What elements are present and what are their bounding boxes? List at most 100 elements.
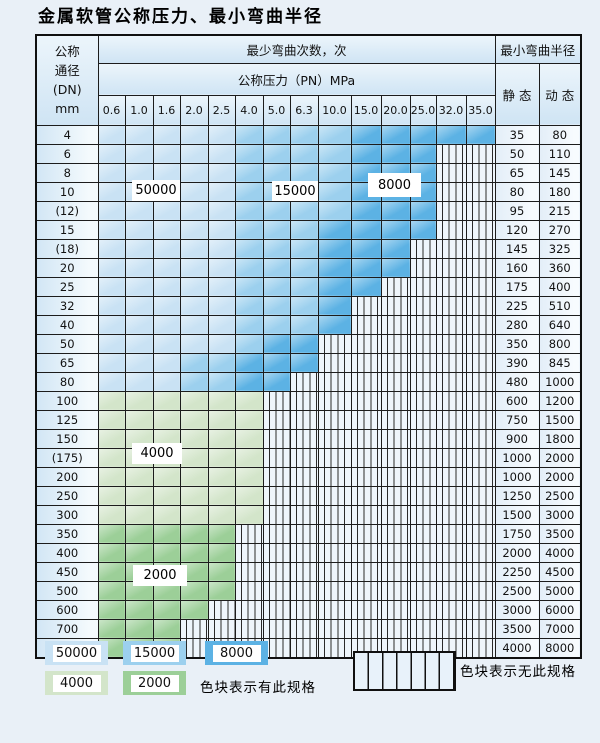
static-radius-cell: 160 bbox=[494, 257, 540, 278]
no-spec-cell bbox=[465, 523, 496, 544]
no-spec-cell bbox=[289, 580, 319, 601]
cycle-cell bbox=[234, 276, 264, 297]
cycle-cell bbox=[380, 200, 411, 221]
cycle-cell bbox=[124, 276, 154, 297]
cycle-cell bbox=[350, 276, 382, 297]
no-spec-cell bbox=[409, 409, 437, 430]
pressure-value-header: 20.0 bbox=[380, 94, 411, 126]
dn-cell: 20 bbox=[35, 257, 99, 278]
cycle-cell bbox=[124, 219, 154, 240]
cycle-cell bbox=[179, 143, 209, 164]
no-spec-cell bbox=[380, 276, 411, 297]
cycle-cell bbox=[262, 200, 291, 221]
cycle-cell bbox=[152, 124, 181, 145]
no-spec-cell bbox=[234, 542, 264, 563]
legend-swatch-4000: 4000 bbox=[45, 671, 108, 695]
cycle-cell bbox=[152, 295, 181, 316]
cycle-cell bbox=[152, 371, 181, 392]
cycle-cell bbox=[152, 409, 181, 430]
dynamic-radius-cell: 1500 bbox=[538, 409, 582, 430]
cycle-cell bbox=[97, 295, 126, 316]
no-spec-cell bbox=[409, 447, 437, 468]
cycle-cell bbox=[179, 200, 209, 221]
dynamic-radius-cell: 4000 bbox=[538, 542, 582, 563]
no-spec-cell bbox=[465, 466, 496, 487]
cycle-cell bbox=[317, 124, 352, 145]
table-row: 65 390 845 bbox=[35, 352, 582, 373]
no-spec-cell bbox=[409, 238, 437, 259]
no-spec-cell bbox=[262, 485, 291, 506]
no-spec-cell bbox=[435, 428, 467, 449]
cycle-cell bbox=[124, 371, 154, 392]
cycle-cell bbox=[317, 238, 352, 259]
cycle-cell bbox=[124, 200, 154, 221]
cycle-count-label: 50000 bbox=[132, 180, 180, 201]
cycle-cell bbox=[124, 143, 154, 164]
cycle-cell bbox=[124, 295, 154, 316]
cycle-cell bbox=[207, 219, 236, 240]
cycle-cell bbox=[317, 143, 352, 164]
dn-cell: 25 bbox=[35, 276, 99, 297]
legend-swatch-label: 2000 bbox=[130, 674, 179, 692]
dynamic-radius-cell: 215 bbox=[538, 200, 582, 221]
legend-swatch-label: 15000 bbox=[130, 644, 179, 662]
cycle-cell bbox=[207, 352, 236, 373]
pressure-value-header: 2.0 bbox=[179, 94, 209, 126]
no-spec-cell bbox=[289, 447, 319, 468]
no-spec-cell bbox=[380, 352, 411, 373]
no-spec-cell bbox=[435, 314, 467, 335]
table-row: 8 65 145 bbox=[35, 162, 582, 183]
cycle-cell bbox=[152, 238, 181, 259]
no-spec-cell bbox=[409, 466, 437, 487]
no-spec-cell bbox=[435, 181, 467, 202]
no-spec-cell bbox=[380, 466, 411, 487]
dynamic-radius-cell: 3000 bbox=[538, 504, 582, 525]
no-spec-cell bbox=[409, 523, 437, 544]
no-spec-cell bbox=[435, 200, 467, 221]
cycle-cell bbox=[179, 428, 209, 449]
no-spec-cell bbox=[409, 314, 437, 335]
static-radius-cell: 480 bbox=[494, 371, 540, 392]
cycle-cell bbox=[179, 295, 209, 316]
no-spec-cell bbox=[435, 257, 467, 278]
dn-cell: 10 bbox=[35, 181, 99, 202]
cycle-cell bbox=[262, 295, 291, 316]
no-spec-cell bbox=[465, 485, 496, 506]
static-radius-cell: 1500 bbox=[494, 504, 540, 525]
cycle-cell bbox=[380, 143, 411, 164]
cycle-cell bbox=[97, 333, 126, 354]
cycle-cell bbox=[152, 599, 181, 620]
no-spec-cell bbox=[435, 618, 467, 639]
no-spec-cell bbox=[465, 352, 496, 373]
dynamic-radius-cell: 4500 bbox=[538, 561, 582, 582]
table-row: 700 3500 7000 bbox=[35, 618, 582, 639]
no-spec-cell bbox=[350, 485, 382, 506]
cycle-cell bbox=[152, 352, 181, 373]
cycle-cell bbox=[409, 124, 437, 145]
no-spec-cell bbox=[317, 523, 352, 544]
cycle-cell bbox=[317, 276, 352, 297]
no-spec-cell bbox=[350, 295, 382, 316]
cycle-cell bbox=[289, 162, 319, 183]
cycle-cell bbox=[97, 352, 126, 373]
no-spec-cell bbox=[409, 352, 437, 373]
no-spec-cell bbox=[380, 314, 411, 335]
pressure-values-row: 0.6 1.0 1.6 2.0 2.5 4.0 5.0 6.3 10.0 15.0 20.0 25.0… bbox=[36, 94, 581, 126]
static-radius-cell: 1000 bbox=[494, 466, 540, 487]
no-spec-cell bbox=[262, 504, 291, 525]
cycle-cell bbox=[262, 143, 291, 164]
dn-header-line: 公称 bbox=[54, 44, 80, 60]
dn-cell: (175) bbox=[35, 447, 99, 468]
dn-cell: 500 bbox=[35, 580, 99, 601]
dn-cell: (12) bbox=[35, 200, 99, 221]
cycle-cell bbox=[207, 238, 236, 259]
cycle-cell bbox=[289, 124, 319, 145]
no-spec-cell bbox=[289, 409, 319, 430]
dn-cell: 200 bbox=[35, 466, 99, 487]
cycle-cell bbox=[207, 314, 236, 335]
cycle-cell bbox=[124, 257, 154, 278]
no-spec-cell bbox=[465, 580, 496, 601]
cycle-cell bbox=[179, 257, 209, 278]
cycle-cell bbox=[234, 333, 264, 354]
cycle-cell bbox=[380, 124, 411, 145]
